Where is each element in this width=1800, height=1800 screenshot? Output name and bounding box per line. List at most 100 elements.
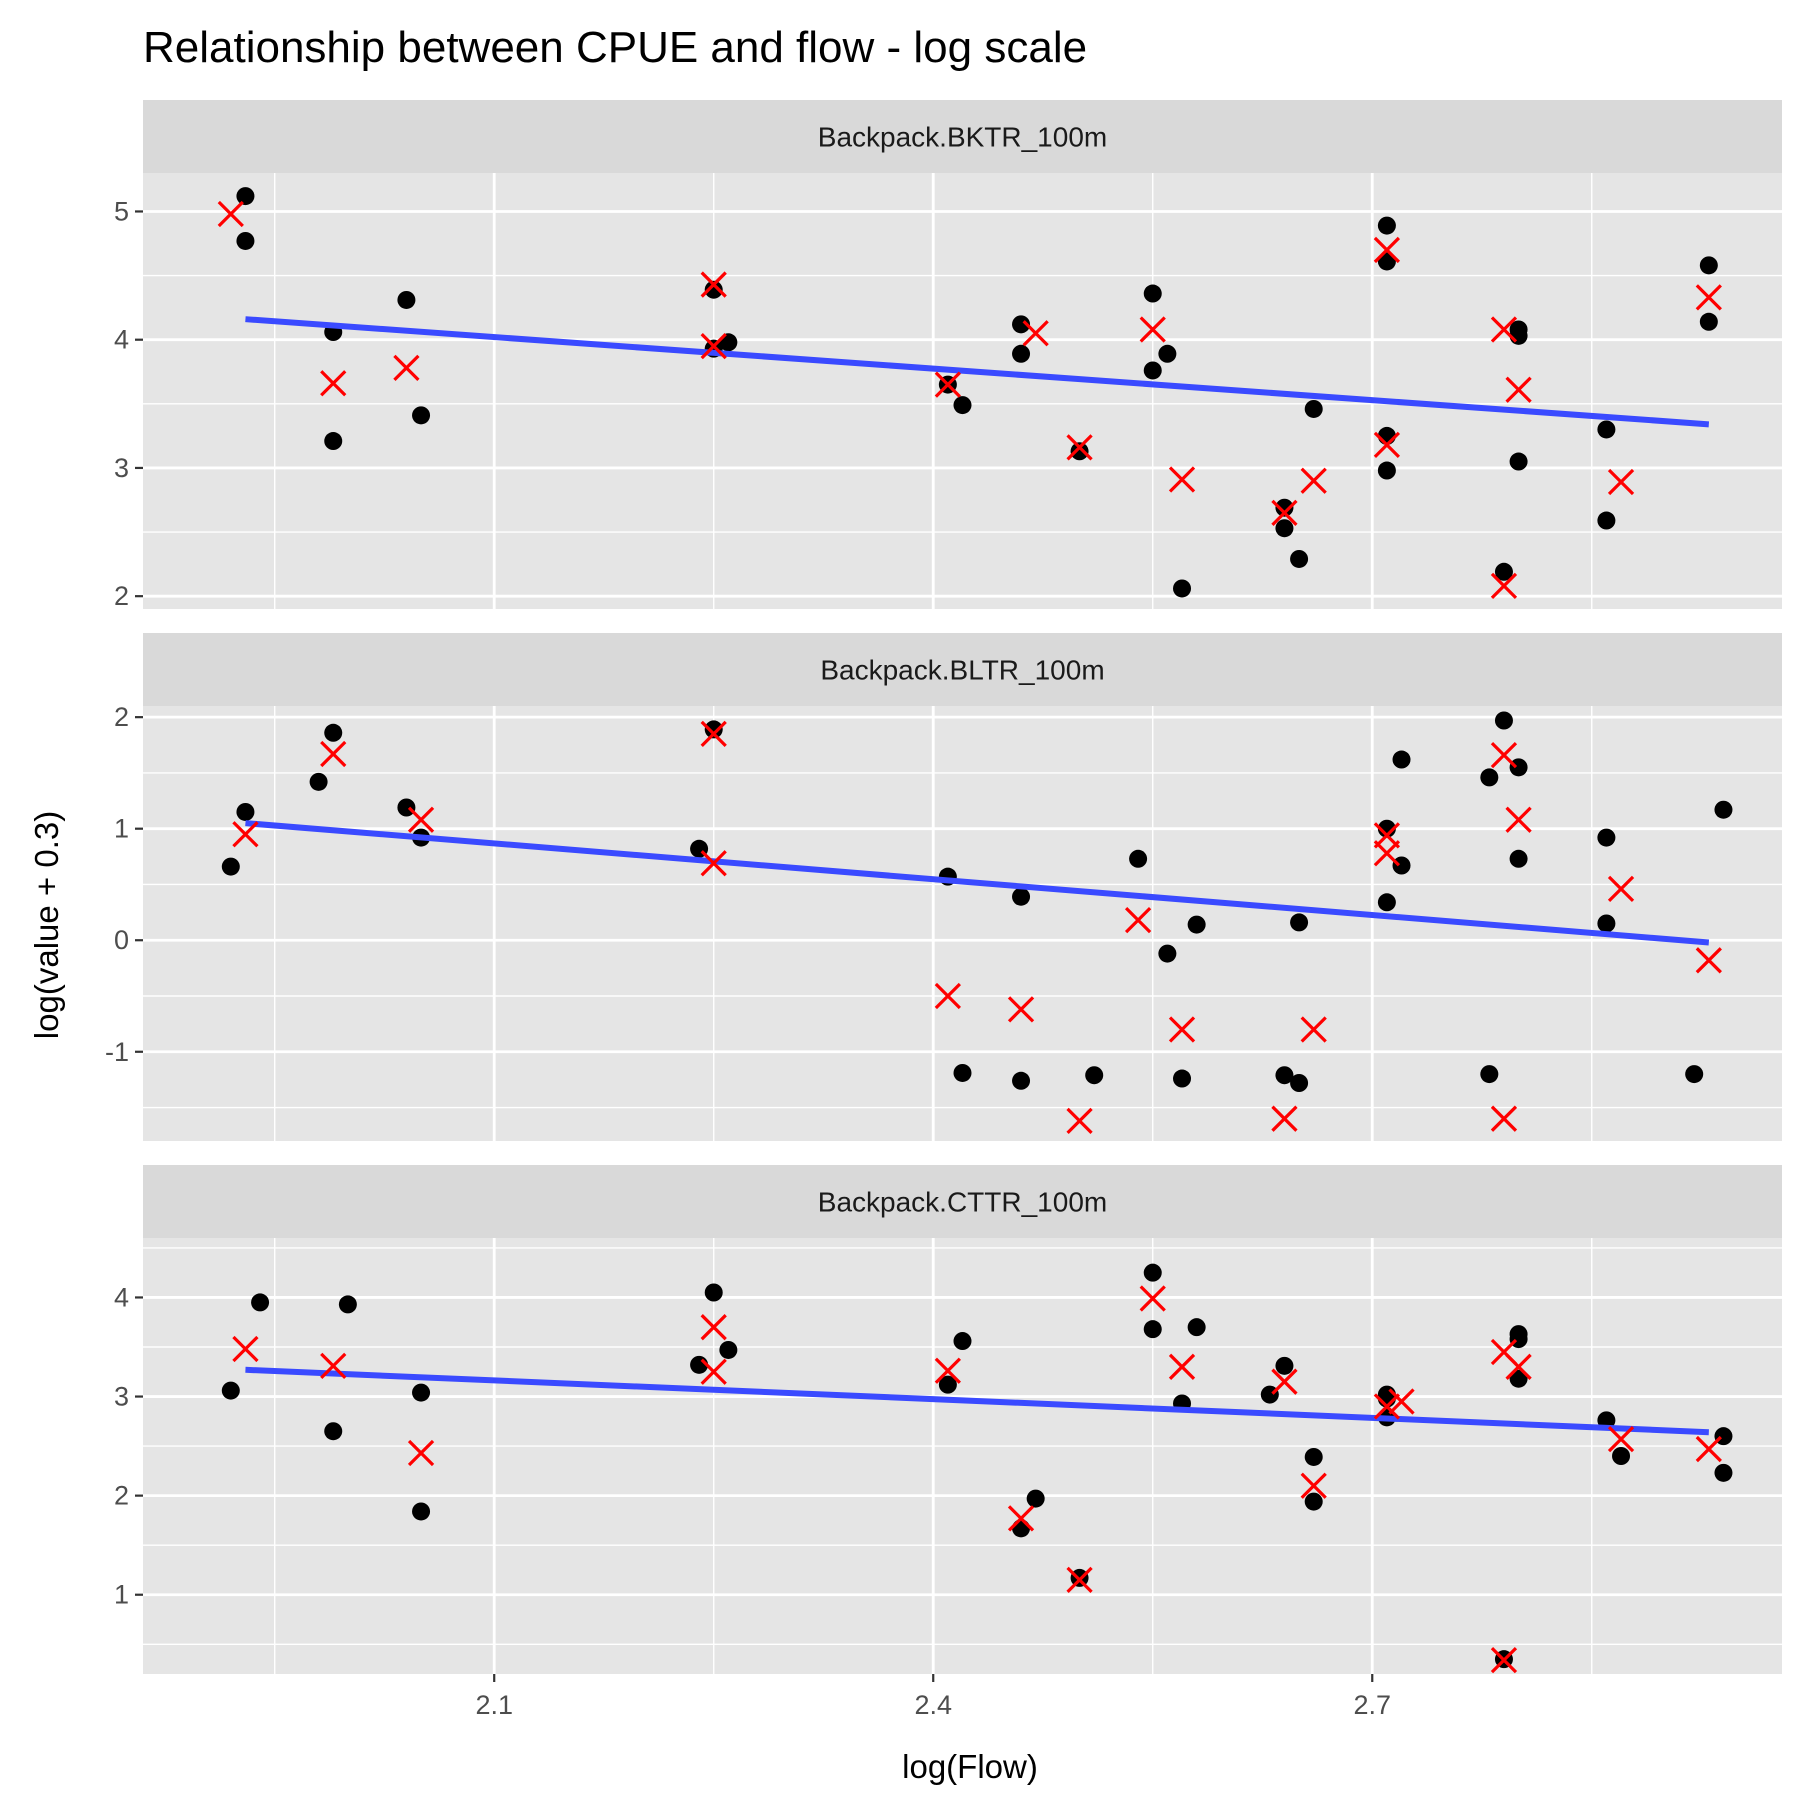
observed-point	[953, 396, 972, 415]
predicted-point	[1490, 572, 1518, 600]
y-tick-label: 4	[114, 1282, 129, 1312]
observed-point	[1597, 511, 1616, 530]
observed-point	[1275, 1356, 1294, 1375]
facet-strip	[143, 1165, 1782, 1238]
observed-point	[324, 432, 343, 451]
y-tick-label: 0	[114, 925, 129, 955]
observed-point	[1597, 914, 1616, 933]
predicted-point	[934, 371, 961, 398]
predicted-point	[1490, 1105, 1518, 1132]
predicted-point	[407, 806, 435, 833]
observed-point	[1143, 361, 1162, 380]
observed-point	[1377, 426, 1396, 445]
observed-point	[704, 1283, 723, 1302]
observed-point	[719, 1340, 738, 1359]
observed-point	[324, 723, 343, 742]
observed-point	[938, 1375, 957, 1394]
predicted-point	[1695, 284, 1722, 311]
y-tick-label: 2	[114, 702, 129, 732]
y-tick-label: 3	[114, 453, 129, 483]
predicted-point	[1271, 1105, 1298, 1132]
observed-point	[1143, 1320, 1162, 1339]
facet-strip	[143, 100, 1782, 173]
observed-point	[1290, 913, 1309, 932]
predicted-point	[1607, 875, 1635, 903]
predicted-point	[1695, 947, 1722, 974]
predicted-point	[1168, 1353, 1196, 1380]
observed-point	[1509, 758, 1528, 777]
y-tick-label: 1	[114, 814, 129, 844]
predicted-point	[1373, 840, 1401, 867]
predicted-point	[1066, 1566, 1093, 1593]
predicted-point	[700, 332, 727, 360]
panel-background	[143, 1238, 1782, 1674]
predicted-point	[1607, 1426, 1635, 1453]
observed-point	[1187, 915, 1206, 934]
y-tick-label: 5	[114, 196, 129, 226]
observed-point	[1509, 1369, 1528, 1388]
predicted-point	[1139, 1285, 1166, 1312]
predicted-point	[1490, 316, 1518, 343]
predicted-point	[934, 982, 961, 1010]
observed-point	[1377, 461, 1396, 480]
observed-point	[236, 802, 255, 821]
facet-panel: Backpack.BLTR_100m -1 0 1 2	[105, 633, 1782, 1141]
observed-point	[1304, 1492, 1323, 1511]
observed-point	[1304, 399, 1323, 418]
predicted-point	[1300, 1472, 1327, 1499]
predicted-point	[700, 1358, 727, 1385]
predicted-point	[1490, 1646, 1518, 1674]
predicted-point	[1271, 1368, 1298, 1395]
y-tick-label: -1	[105, 1037, 129, 1067]
x-tick-label: 2.4	[914, 1690, 952, 1720]
observed-point	[1275, 498, 1294, 517]
x-axis: 2.1 2.4 2.7	[475, 1674, 1391, 1720]
observed-point	[324, 1422, 343, 1441]
y-tick-label: 1	[114, 1580, 129, 1610]
predicted-point	[1124, 907, 1152, 934]
observed-point	[1480, 1065, 1499, 1084]
observed-point	[953, 1332, 972, 1351]
observed-point	[1377, 819, 1396, 838]
x-tick-label: 2.7	[1353, 1690, 1391, 1720]
observed-point	[1699, 312, 1718, 331]
predicted-point	[1271, 499, 1298, 526]
y-axis-title: log(value + 0.3)	[28, 811, 65, 1039]
predicted-point	[1505, 376, 1532, 403]
predicted-point	[407, 1439, 435, 1467]
observed-point	[1012, 344, 1031, 363]
predicted-point	[1490, 741, 1518, 769]
predicted-point	[1607, 468, 1635, 496]
facet-strip	[143, 633, 1782, 706]
x-axis-title: log(Flow)	[902, 1748, 1038, 1785]
facet-strip-label: Backpack.CTTR_100m	[818, 1187, 1107, 1218]
predicted-point	[1300, 467, 1327, 494]
predicted-point	[217, 200, 244, 228]
facet-strip-label: Backpack.BLTR_100m	[820, 655, 1104, 686]
predicted-point	[1373, 1393, 1401, 1420]
predicted-point	[934, 1357, 961, 1384]
observed-point	[1714, 800, 1733, 819]
predicted-point	[1007, 1505, 1035, 1532]
observed-point	[1143, 1263, 1162, 1282]
predicted-point	[1139, 316, 1166, 343]
predicted-point	[1505, 1353, 1532, 1380]
chart-title: Relationship between CPUE and flow - log…	[143, 23, 1087, 72]
predicted-point	[1388, 1388, 1415, 1415]
observed-point	[412, 406, 431, 425]
y-tick-label: 4	[114, 325, 129, 355]
predicted-point	[1168, 466, 1196, 493]
facet-strip-label: Backpack.BKTR_100m	[818, 122, 1107, 153]
observed-point	[1085, 1066, 1104, 1085]
observed-point	[236, 231, 255, 250]
observed-point	[1275, 1066, 1294, 1085]
observed-point	[1377, 893, 1396, 912]
observed-point	[953, 1063, 972, 1082]
observed-point	[704, 720, 723, 739]
trend-line	[245, 1366, 1709, 1436]
observed-point	[1377, 252, 1396, 271]
predicted-point	[232, 1335, 259, 1363]
observed-point	[221, 857, 240, 876]
observed-point	[412, 1502, 431, 1521]
